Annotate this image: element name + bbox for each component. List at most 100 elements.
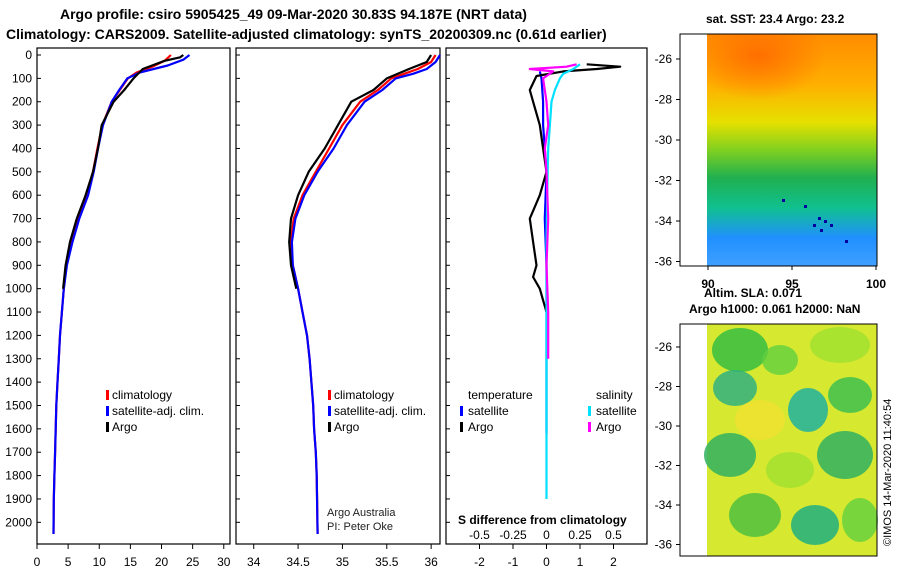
depth-axis: 0 100 200 300 400 500 600 700 800 900 1000 1100 1200… [5, 48, 32, 529]
lat-tick-label: -30 [655, 133, 673, 147]
series-line-argo [62, 54, 184, 289]
depth-tick-label: 500 [12, 165, 32, 179]
depth-tick-label: 400 [12, 141, 32, 155]
sla-map-frame [679, 323, 878, 557]
legend-argo: Argo [334, 420, 360, 434]
lat-tick-label: -26 [655, 52, 673, 66]
x-tick-label: -2 [474, 555, 485, 569]
legend-sal-satellite: satellite [596, 404, 637, 418]
difference-axis-label: S difference from climatology [458, 513, 627, 527]
sst-map-dots [782, 199, 848, 243]
depth-tick-label: 1000 [5, 282, 32, 296]
legend-swatch-sal-satellite [588, 406, 591, 416]
salinity-x-axis: 34 34.5 35 35.5 36 [247, 544, 438, 569]
lat-tick-label: -30 [655, 419, 673, 433]
lat-tick-label: -36 [655, 255, 673, 269]
depth-tick-label: 1100 [6, 305, 32, 319]
depth-tick-label: 1500 [5, 398, 32, 412]
x-tick-label: 35.5 [375, 555, 399, 569]
legend-temp-argo: Argo [468, 420, 494, 434]
imos-watermark: ©IMOS 14-Mar-2020 11:40:54 [882, 399, 894, 546]
x-tick-label: 34 [247, 555, 261, 569]
series-line-salinity-satellite [545, 63, 581, 499]
lat-tick-label: -28 [655, 93, 673, 107]
legend-argo: Argo [112, 420, 138, 434]
salinity-difference-axis: -0.5 -0.25 0 0.25 0.5 [469, 528, 622, 542]
lat-tick-label: -34 [655, 214, 673, 228]
sst-map-warm-patch [707, 34, 877, 144]
x-tick-label: 5 [65, 555, 72, 569]
salinity-plot-frame [235, 47, 441, 545]
depth-tick-label: 1800 [5, 469, 32, 483]
temperature-x-axis: 0 5 10 15 20 25 30 [34, 544, 231, 569]
salinity-panel: 34 34.5 35 35.5 36 climatology satellite-adj… [235, 47, 441, 569]
depth-tick-label: 1700 [5, 445, 32, 459]
credit-line-1: Argo Australia [327, 507, 396, 519]
series-line-climatology [52, 54, 172, 535]
salinity-legend: climatology satellite-adj. clim. Argo [328, 388, 426, 434]
legend-satellite-adj: satellite-adj. clim. [112, 404, 204, 418]
depth-tick-label: 2000 [5, 515, 32, 529]
depth-tick-label: 600 [12, 188, 32, 202]
lon-tick-90: 90 [701, 277, 715, 291]
legend-swatch-climatology [328, 390, 331, 400]
depth-tick-label: 1400 [5, 375, 32, 389]
lat-tick-label: -32 [655, 174, 673, 188]
x-tick-label: 25 [186, 555, 200, 569]
depth-tick-label: 1200 [5, 328, 32, 342]
depth-tick-label: 900 [12, 258, 32, 272]
x-tick-label: 30 [217, 555, 231, 569]
sst-map-frame [679, 33, 878, 267]
difference-series [528, 63, 622, 499]
top-x-tick-label: -0.5 [469, 528, 490, 542]
temperature-plot-frame [36, 47, 231, 545]
depth-tick-label: 1600 [5, 422, 32, 436]
legend-swatch-temp-argo [460, 422, 463, 432]
depth-tick-label: 300 [12, 118, 32, 132]
legend-heading-salinity: salinity [596, 388, 633, 402]
top-x-tick-label: 0.5 [605, 528, 622, 542]
temperature-legend: climatology satellite-adj. clim. Argo [106, 388, 204, 434]
x-tick-label: 15 [124, 555, 138, 569]
legend-temp-satellite: satellite [468, 404, 509, 418]
legend-heading-temperature: temperature [468, 388, 533, 402]
top-x-tick-label: 0.25 [568, 528, 592, 542]
lat-tick-label: -32 [655, 459, 673, 473]
legend-swatch-sal-argo [588, 422, 591, 432]
legend-swatch-satellite-adj [328, 406, 331, 416]
depth-tick-label: 1300 [5, 352, 32, 366]
series-line-satellite-adj-clim- [290, 54, 441, 535]
series-line-satellite-adj-clim- [52, 54, 191, 535]
title-line-2: Climatology: CARS2009. Satellite-adjuste… [6, 26, 607, 42]
depth-tick-label: 800 [12, 235, 32, 249]
sst-map-lat-axis: -26 -28 -30 -32 -34 -36 [655, 52, 680, 269]
legend-sal-argo: Argo [596, 420, 622, 434]
depth-tick-label: 200 [12, 95, 32, 109]
depth-tick-label: 0 [25, 48, 32, 62]
x-tick-label: 20 [155, 555, 169, 569]
temperature-series [52, 54, 191, 535]
title-line-1: Argo profile: csiro 5905425_49 09-Mar-20… [60, 6, 527, 22]
top-x-tick-label: -0.25 [499, 528, 527, 542]
x-tick-label: 36 [424, 555, 438, 569]
lat-tick-label: -36 [655, 538, 673, 552]
sst-map: -26 -28 -30 -32 -34 -36 90 95 100 [655, 33, 886, 291]
sla-map: -26 -28 -30 -32 -34 -36 ©IMOS 14-Mar-2020 11:… [655, 323, 894, 557]
x-tick-label: 1 [577, 555, 584, 569]
x-tick-label: 35 [336, 555, 350, 569]
temperature-panel: 0100200300400500600700800900100011001200… [5, 47, 231, 569]
difference-legend: temperature salinity satellite Argo sate… [460, 388, 637, 434]
x-tick-label: 2 [610, 555, 617, 569]
sla-map-blobs [704, 327, 878, 545]
x-tick-label: 34.5 [286, 555, 310, 569]
lon-tick-95: 95 [785, 277, 799, 291]
salinity-series [288, 54, 441, 535]
legend-swatch-satellite-adj [106, 406, 109, 416]
depth-tick-label: 700 [12, 212, 32, 226]
sst-map-title: sat. SST: 23.4 Argo: 23.2 [706, 12, 845, 26]
x-tick-label: 10 [93, 555, 107, 569]
lat-tick-label: -28 [655, 380, 673, 394]
legend-swatch-temp-satellite [460, 406, 463, 416]
lon-tick-100: 100 [866, 277, 886, 291]
